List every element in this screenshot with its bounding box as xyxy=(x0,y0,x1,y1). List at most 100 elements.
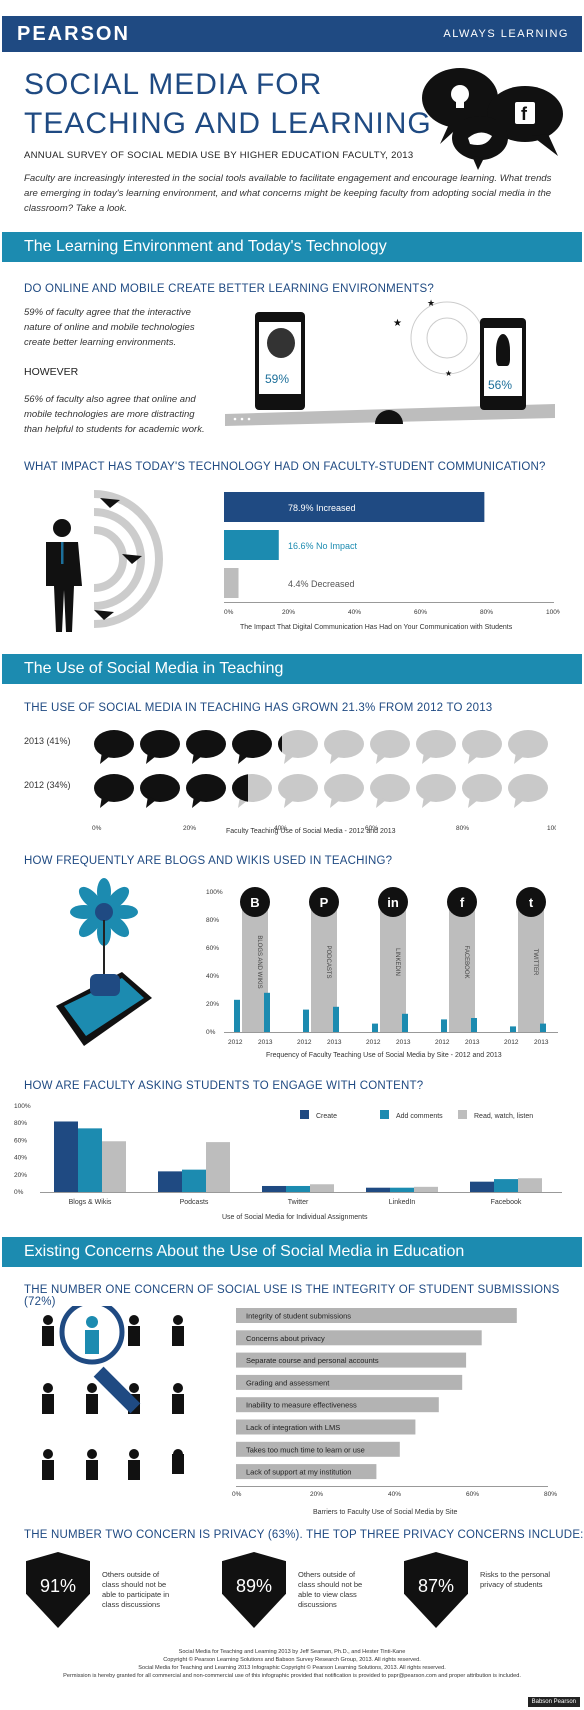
bubble-1-0 xyxy=(94,774,134,808)
footer-credit: Social Media for Teaching and Learning 2… xyxy=(178,1649,406,1655)
bubble-1-7 xyxy=(416,774,456,808)
twitter-bird-icon xyxy=(468,132,492,145)
engage-legend-label-0: Create xyxy=(316,1113,337,1120)
freq-bar-1-1 xyxy=(333,1006,339,1032)
facebook-icon xyxy=(447,887,477,917)
engage-tick-1: 80% xyxy=(14,1120,27,1127)
freq-axis xyxy=(224,1032,558,1033)
engage-tick-2: 60% xyxy=(14,1137,27,1144)
impact-bar-label-1: 16.6% No Impact xyxy=(288,541,358,551)
phone-left: 59% xyxy=(255,312,305,410)
bubble-tick-1: 20% xyxy=(183,825,196,832)
people-magnifier-illustration xyxy=(42,1306,184,1480)
flower-tablet-illustration xyxy=(56,878,152,1046)
concern-chart: Integrity of student submissions Concerns… xyxy=(232,1308,557,1498)
tagline: ALWAYS LEARNING xyxy=(443,28,569,40)
freq-icon-glyph-2: in xyxy=(387,895,399,910)
concern-bar-5 xyxy=(236,1419,416,1435)
engage-legend-swatch-0 xyxy=(300,1110,309,1119)
freq-bar-3-0 xyxy=(441,1019,447,1032)
engage-tick-4: 20% xyxy=(14,1172,27,1179)
engage-category-4: Facebook xyxy=(491,1199,522,1206)
bubble-1-8 xyxy=(462,774,502,808)
question-privacy: THE NUMBER TWO CONCERN IS PRIVACY (63%).… xyxy=(24,1529,584,1541)
engage-tick-3: 40% xyxy=(14,1155,27,1162)
question-engage: HOW ARE FACULTY ASKING STUDENTS TO ENGAG… xyxy=(24,1080,424,1092)
engage-chart-caption: Use of Social Media for Individual Assig… xyxy=(222,1214,368,1221)
engage-bar-1-0 xyxy=(158,1171,182,1192)
concern-tick-2: 40% xyxy=(388,1491,401,1498)
freq-tick-2: 60% xyxy=(206,945,219,952)
impact-chart: 78.9% Increased 16.6% No Impact 4.4% Decre… xyxy=(224,492,560,616)
privacy-text-2: Others outside of class should not be ab… xyxy=(298,1570,363,1609)
concern-axis xyxy=(236,1486,548,1487)
twitter-icon xyxy=(516,887,546,917)
section-band-social-use: The Use of Social Media in Teaching xyxy=(2,654,582,684)
footer-copyright-2: Social Media for Teaching and Learning 2… xyxy=(138,1665,446,1671)
engage-bar-4-1 xyxy=(494,1179,518,1192)
freq-tick-3: 40% xyxy=(206,973,219,980)
bubble-0-5 xyxy=(324,730,364,764)
babson-pearson-badge: Babson Pearson xyxy=(527,1697,580,1707)
freq-column-bg-1 xyxy=(311,908,337,1032)
freq-bar-2-1 xyxy=(402,1013,408,1032)
freq-column-bg-3 xyxy=(449,908,475,1032)
impact-tick-3: 60% xyxy=(414,609,427,616)
bubble-1-6 xyxy=(370,774,410,808)
freq-column-bg-4 xyxy=(518,908,544,1032)
privacy-text-3: Risks to the personal privacy of student… xyxy=(480,1570,551,1589)
freq-year-1-0: 2012 xyxy=(297,1039,312,1046)
engage-bar-1-1 xyxy=(182,1169,206,1192)
freq-year-4-1: 2013 xyxy=(534,1039,549,1046)
freq-category-0: BLOGS AND WIKIS xyxy=(256,935,262,988)
impact-tick-5: 100% xyxy=(546,609,560,616)
bubble-0-3 xyxy=(232,730,272,764)
question-online-mobile: DO ONLINE AND MOBILE CREATE BETTER LEARN… xyxy=(24,283,434,295)
question-growth: THE USE OF SOCIAL MEDIA IN TEACHING HAS … xyxy=(24,702,493,714)
engage-category-3: LinkedIn xyxy=(389,1199,416,1206)
freq-column-bg-0 xyxy=(242,908,268,1032)
brand-logo: PEARSON xyxy=(17,23,130,45)
bubble-1-4 xyxy=(278,774,318,808)
engage-chart: 100% 80% 60% 40% 20% 0% Create Add comments Read… xyxy=(14,1103,562,1206)
grad-cap-icon xyxy=(100,498,120,508)
frequency-chart-caption: Frequency of Faculty Teaching Use of Soc… xyxy=(266,1052,502,1059)
freq-category-3: FACEBOOK xyxy=(463,945,469,978)
concern-tick-3: 60% xyxy=(466,1491,479,1498)
concern-bar-2 xyxy=(236,1352,467,1368)
freq-bar-0-0 xyxy=(234,999,240,1032)
impact-tick-1: 20% xyxy=(282,609,295,616)
bubble-tick-3: 60% xyxy=(365,825,378,832)
engage-bar-3-0 xyxy=(366,1187,390,1192)
freq-year-3-0: 2012 xyxy=(435,1039,450,1046)
concern-bar-4 xyxy=(236,1397,439,1413)
engage-bar-2-1 xyxy=(286,1185,310,1192)
social-bubbles-illustration: f xyxy=(422,68,563,170)
bubble-1-5 xyxy=(324,774,364,808)
freq-category-1: PODCASTS xyxy=(325,945,331,978)
freq-category-2: LINKEDIN xyxy=(394,948,400,976)
impact-tick-4: 80% xyxy=(480,609,493,616)
engage-bar-0-1 xyxy=(78,1128,102,1192)
impact-bar-label-0: 78.9% Increased xyxy=(288,503,356,513)
rocket-icon: 56% xyxy=(484,328,522,396)
agree-text: 59% of faculty agree that the interactiv… xyxy=(24,307,195,348)
bubble-0-8 xyxy=(462,730,502,764)
page-title-line1: SOCIAL MEDIA FOR xyxy=(24,68,323,101)
engage-bar-2-2 xyxy=(310,1184,334,1192)
freq-tick-0: 100% xyxy=(206,889,223,896)
concern-label-4: Inability to measure effectiveness xyxy=(246,1401,357,1410)
concern-label-0: Integrity of student submissions xyxy=(246,1312,351,1321)
podcast-icon xyxy=(309,887,339,917)
intro-text: Faculty are increasingly interested in t… xyxy=(24,173,552,214)
impact-bar-label-2: 4.4% Decreased xyxy=(288,579,355,589)
engage-category-2: Twitter xyxy=(288,1199,309,1206)
concern-label-3: Grading and assessment xyxy=(246,1378,330,1387)
concern-bar-7 xyxy=(236,1464,377,1480)
bubble-1-3 xyxy=(232,774,272,808)
svg-text:f: f xyxy=(521,104,528,124)
freq-year-0-0: 2012 xyxy=(228,1039,243,1046)
impact-bar-1 xyxy=(224,530,279,560)
header-bar: PEARSON ALWAYS LEARNING xyxy=(2,16,582,52)
bubble-tick-5: 100% xyxy=(547,825,556,832)
